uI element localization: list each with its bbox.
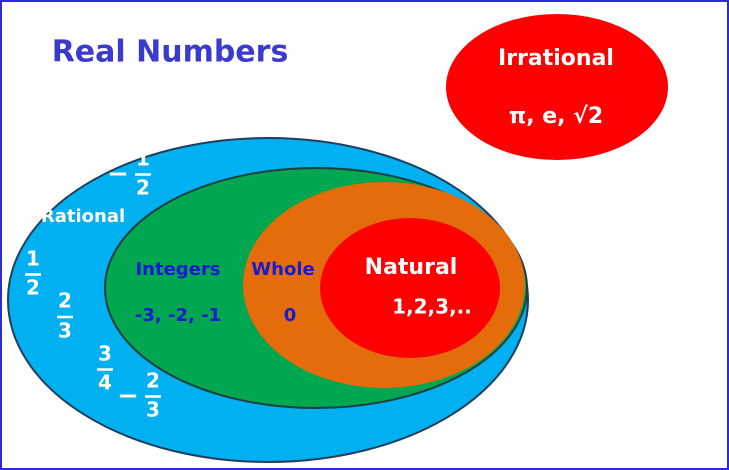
title: Real Numbers: [52, 35, 289, 70]
natural-set: [320, 218, 500, 358]
fraction-denominator: 3: [146, 398, 160, 422]
irrational-examples: π, e, √2: [509, 104, 603, 129]
irrational-set: [446, 14, 668, 160]
fraction-denominator: 2: [26, 276, 40, 300]
whole-label: Whole: [251, 259, 314, 280]
fraction-numerator: 1: [26, 247, 40, 271]
fraction-numerator: 3: [98, 342, 112, 366]
fraction-numerator: 2: [58, 289, 72, 313]
rational-label: Rational: [41, 206, 125, 227]
fraction-sign: −: [107, 159, 129, 189]
integers-label: Integers: [135, 259, 220, 280]
fraction-denominator: 3: [58, 319, 72, 343]
fraction-numerator: 2: [146, 369, 160, 393]
fraction-sign: −: [117, 381, 139, 411]
natural-label: Natural: [365, 255, 458, 280]
natural-examples: 1,2,3,..: [392, 295, 472, 319]
irrational-label: Irrational: [498, 46, 614, 71]
fraction-numerator: 1: [136, 147, 150, 171]
whole-examples: 0: [284, 305, 297, 326]
fraction-denominator: 4: [98, 371, 112, 395]
integers-examples: -3, -2, -1: [135, 305, 221, 326]
fraction-denominator: 2: [136, 176, 150, 200]
